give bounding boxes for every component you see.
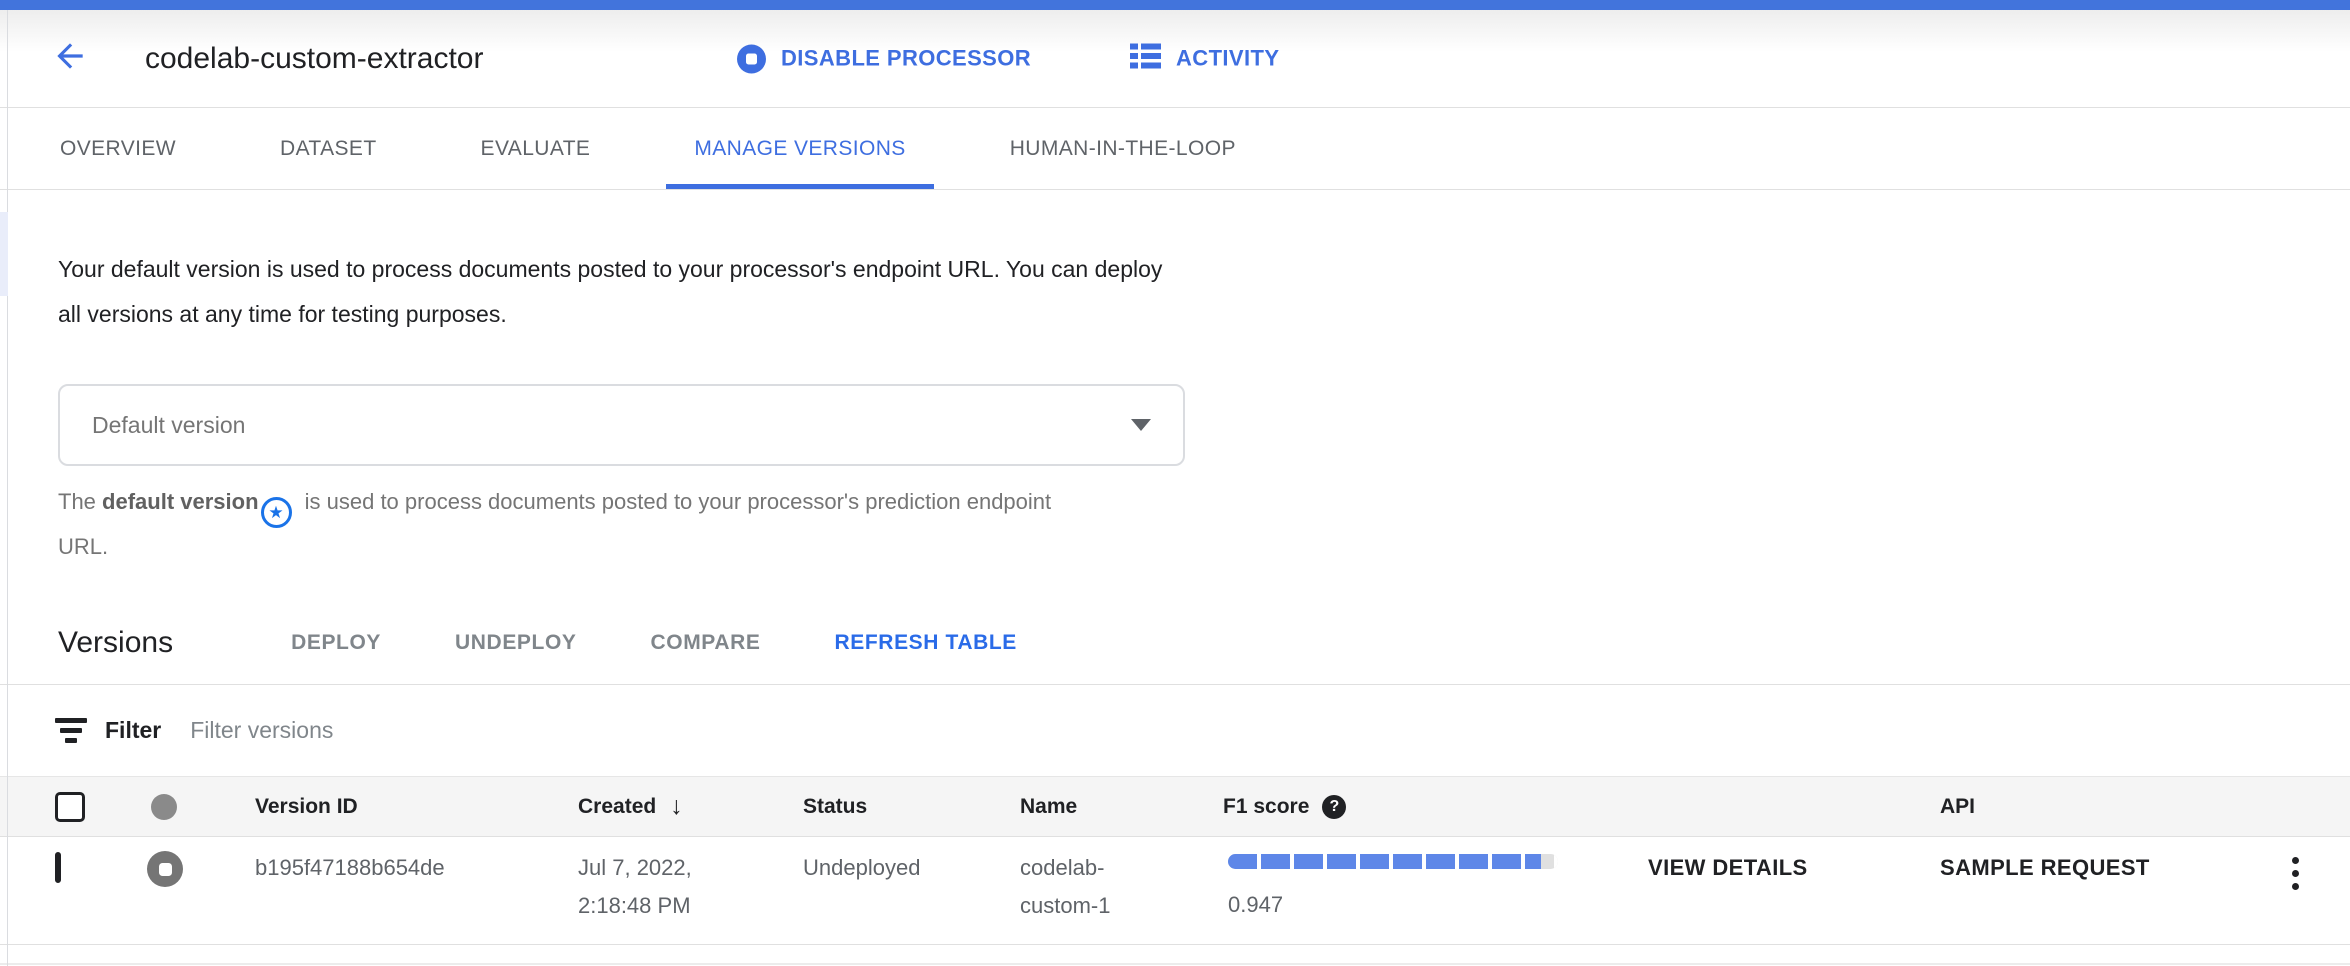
row-f1-score: 0.947 bbox=[1223, 849, 1648, 924]
versions-heading: Versions bbox=[58, 626, 174, 659]
page-title: codelab-custom-extractor bbox=[145, 41, 484, 75]
helper-prefix: The bbox=[58, 489, 103, 514]
col-created[interactable]: Created ↓ bbox=[578, 792, 683, 820]
chevron-down-icon bbox=[1131, 419, 1151, 431]
versions-section-header: Versions DEPLOY UNDEPLOY COMPARE REFRESH… bbox=[58, 602, 2350, 684]
compare-button[interactable]: COMPARE bbox=[650, 631, 761, 654]
activity-label: ACTIVITY bbox=[1176, 45, 1280, 71]
bottom-divider bbox=[0, 963, 2350, 965]
tab-evaluate[interactable]: EVALUATE bbox=[480, 136, 591, 160]
undeploy-button[interactable]: UNDEPLOY bbox=[455, 631, 577, 654]
activity-list-icon bbox=[1130, 42, 1161, 75]
f1-score-bar bbox=[1228, 854, 1558, 869]
arrow-down-sort-icon[interactable]: ↓ bbox=[670, 792, 683, 820]
row-status: Undeployed bbox=[803, 855, 921, 880]
processor-header: codelab-custom-extractor DISABLE PROCESS… bbox=[0, 10, 2350, 108]
stop-circle-icon bbox=[737, 44, 766, 73]
table-row: b195f47188b654de Jul 7, 2022, 2:18:48 PM… bbox=[0, 837, 2350, 945]
select-all-checkbox[interactable] bbox=[55, 791, 85, 822]
filter-label: Filter bbox=[105, 717, 162, 743]
tab-bar: OVERVIEW DATASET EVALUATE MANAGE VERSION… bbox=[0, 108, 2350, 190]
kebab-menu-icon[interactable] bbox=[2290, 857, 2300, 890]
star-in-circle-icon bbox=[260, 497, 292, 528]
tab-dataset[interactable]: DATASET bbox=[280, 136, 377, 160]
helper-suffix: is used to process documents posted to y… bbox=[58, 489, 1052, 559]
default-version-select[interactable]: Default version bbox=[58, 384, 1185, 466]
row-created: Jul 7, 2022, 2:18:48 PM bbox=[578, 855, 692, 918]
versions-toolbar: DEPLOY UNDEPLOY COMPARE REFRESH TABLE bbox=[291, 631, 1017, 655]
tab-overview[interactable]: OVERVIEW bbox=[60, 136, 177, 160]
status-dot-column-icon bbox=[151, 793, 177, 820]
col-f1-score: F1 score bbox=[1223, 794, 1648, 819]
filter-icon bbox=[54, 718, 88, 743]
filter-bar: Filter bbox=[0, 684, 2350, 776]
tab-human-in-the-loop[interactable]: HUMAN-IN-THE-LOOP bbox=[1009, 136, 1236, 160]
tab-manage-versions[interactable]: MANAGE VERSIONS bbox=[666, 108, 935, 189]
help-icon[interactable] bbox=[1322, 794, 1347, 819]
deploy-button[interactable]: DEPLOY bbox=[291, 631, 382, 654]
versions-table: Version ID Created ↓ Status Name F1 score… bbox=[0, 776, 2350, 945]
default-version-description: Your default version is used to process … bbox=[58, 256, 1163, 327]
default-version-helper-text: The default version is used to process d… bbox=[58, 483, 1068, 566]
f1-score-bar-fill bbox=[1228, 854, 1541, 869]
filter-versions-input[interactable] bbox=[188, 716, 689, 745]
disable-processor-button[interactable]: DISABLE PROCESSOR bbox=[737, 44, 1031, 73]
disable-processor-label: DISABLE PROCESSOR bbox=[781, 45, 1032, 71]
col-status: Status bbox=[803, 794, 868, 818]
row-name: codelab-custom-1 bbox=[1020, 855, 1111, 918]
back-button[interactable] bbox=[48, 37, 92, 81]
activity-button[interactable]: ACTIVITY bbox=[1130, 42, 1279, 75]
col-api: API bbox=[1940, 794, 1976, 818]
default-version-select-value: Default version bbox=[92, 411, 246, 438]
row-version-id: b195f47188b654de bbox=[255, 855, 445, 880]
table-header-row: Version ID Created ↓ Status Name F1 score… bbox=[0, 776, 2350, 837]
col-version-id: Version ID bbox=[255, 794, 358, 818]
helper-bold: default version bbox=[102, 489, 259, 514]
refresh-table-button[interactable]: REFRESH TABLE bbox=[834, 631, 1017, 654]
col-name: Name bbox=[1020, 794, 1078, 818]
view-details-button[interactable]: VIEW DETAILS bbox=[1648, 855, 1808, 880]
arrow-left-icon bbox=[51, 37, 89, 80]
f1-score-value: 0.947 bbox=[1228, 892, 1284, 917]
sample-request-button[interactable]: SAMPLE REQUEST bbox=[1940, 855, 2150, 880]
row-checkbox[interactable] bbox=[55, 852, 61, 883]
stop-circle-gray-icon bbox=[147, 851, 183, 887]
top-accent-bar bbox=[0, 0, 2350, 10]
